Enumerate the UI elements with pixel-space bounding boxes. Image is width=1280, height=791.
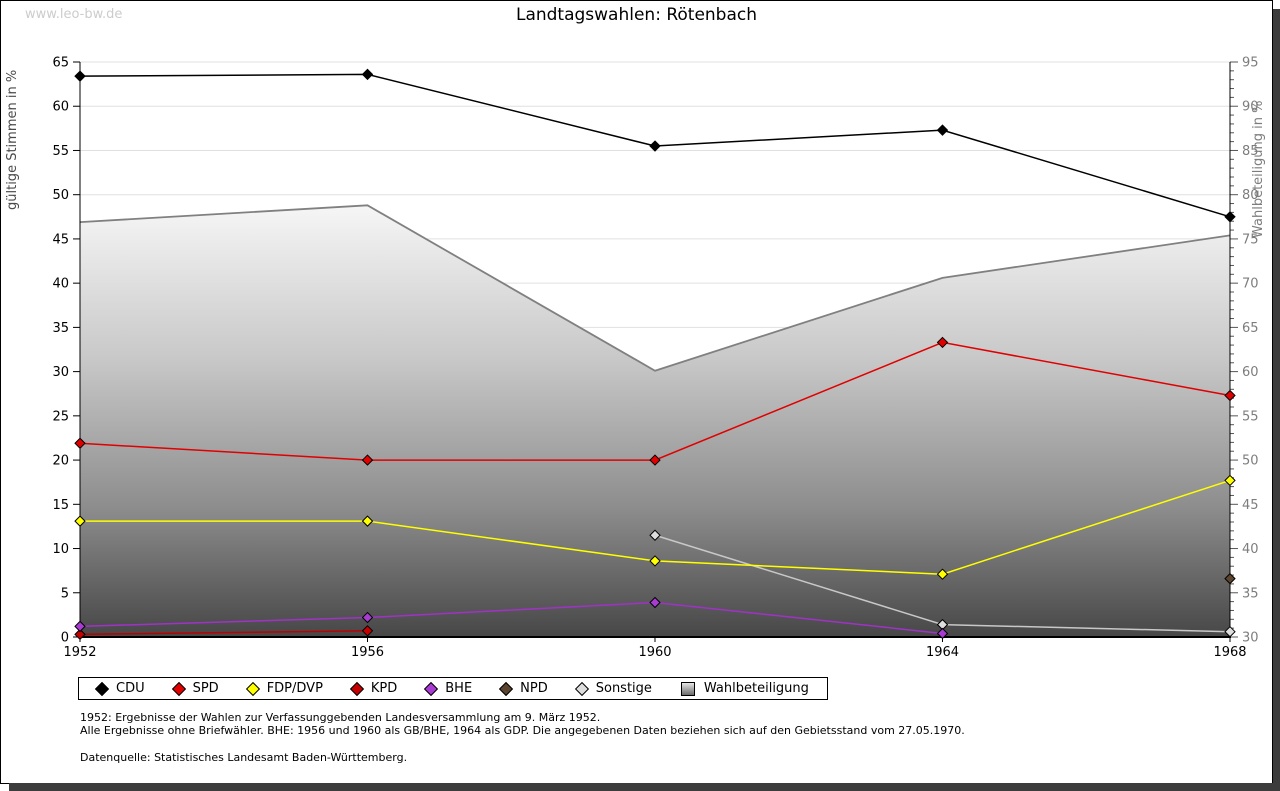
legend-item-npd: NPD [499,681,548,696]
legend-label: Wahlbeteiligung [703,681,809,696]
svg-text:55: 55 [52,144,69,159]
svg-text:55: 55 [1242,409,1259,424]
svg-text:60: 60 [1242,365,1259,380]
legend-label: CDU [116,681,145,696]
svg-text:70: 70 [1242,277,1259,292]
drop-shadow-bottom [9,783,1280,791]
legend-label: KPD [370,681,398,696]
legend-item-sonstige: Sonstige [574,681,652,696]
svg-text:0: 0 [61,631,69,646]
footnote-method: Alle Ergebnisse ohne Briefwähler. BHE: 1… [80,724,965,737]
footnote-1952: 1952: Ergebnisse der Wahlen zur Verfassu… [80,711,601,724]
svg-text:50: 50 [52,188,69,203]
legend-label: BHE [445,681,473,696]
svg-text:60: 60 [52,100,69,115]
svg-text:50: 50 [1242,454,1259,469]
svg-text:1964: 1964 [926,645,959,660]
svg-text:40: 40 [1242,542,1259,557]
series-bhe [74,596,949,640]
svg-text:1968: 1968 [1213,645,1246,660]
svg-text:35: 35 [1242,586,1259,601]
watermark: www.leo-bw.de [25,7,123,22]
footnote-source: Datenquelle: Statistisches Landesamt Bad… [80,751,408,764]
legend-swatch-diamond-icon [171,681,186,696]
legend-swatch-diamond-icon [94,681,110,696]
svg-text:30: 30 [52,365,69,380]
svg-text:5: 5 [61,586,69,601]
legend-item-bhe: BHE [424,681,473,696]
legend-item-spd: SPD [171,681,219,696]
svg-text:20: 20 [52,454,69,469]
svg-text:1956: 1956 [351,645,384,660]
legend-item-kpd: KPD [349,681,398,696]
line-chart-canvas: 0 5 10 15 20 25 30 35 40 45 50 55 60 65 30 35 40 45 50 55 60… [52,56,1258,661]
chart-legend: CDU SPD FDP/DVP KPD BHE NPD Sonstige Wahlbeteil… [78,677,828,700]
series-npd [1224,572,1236,585]
series-fdp-dvp [74,474,1236,580]
series-kpd [74,625,374,641]
svg-text:10: 10 [52,542,69,557]
legend-swatch-diamond-icon [245,681,260,696]
axes: 0 5 10 15 20 25 30 35 40 45 50 55 60 65 30 35 40 45 50 55 60… [52,56,1258,661]
svg-text:35: 35 [52,321,69,336]
svg-text:15: 15 [52,498,69,513]
legend-label: SPD [192,681,219,696]
svg-text:30: 30 [1242,631,1259,646]
legend-swatch-area-icon [680,681,695,696]
legend-swatch-diamond-icon [499,681,514,696]
legend-swatch-diamond-icon [349,681,364,696]
svg-text:1952: 1952 [63,645,96,660]
svg-text:85: 85 [1242,144,1259,159]
svg-text:75: 75 [1242,232,1259,247]
series-spd [74,336,1236,466]
svg-text:95: 95 [1242,56,1259,71]
svg-text:25: 25 [52,409,69,424]
svg-text:65: 65 [52,56,69,71]
svg-text:45: 45 [52,232,69,247]
legend-label: FDP/DVP [266,681,323,696]
legend-item-wahlbeteiligung: Wahlbeteiligung [680,681,809,696]
turnout-area-boundary [79,204,1231,372]
legend-item-fdp-dvp: FDP/DVP [245,681,323,696]
svg-text:45: 45 [1242,498,1259,513]
svg-text:40: 40 [52,277,69,292]
legend-label: Sonstige [595,681,652,696]
svg-text:80: 80 [1242,188,1259,203]
legend-swatch-diamond-icon [424,681,439,696]
legend-item-cdu: CDU [94,681,145,696]
svg-text:65: 65 [1242,321,1259,336]
legend-swatch-diamond-icon [574,681,589,696]
series-cdu [74,68,1236,223]
legend-label: NPD [520,681,548,696]
drop-shadow-right [1273,9,1280,791]
chart-title: Landtagswahlen: Rötenbach [515,5,758,25]
svg-text:1960: 1960 [638,645,671,660]
svg-text:90: 90 [1242,100,1259,115]
turnout-area [80,205,1230,638]
